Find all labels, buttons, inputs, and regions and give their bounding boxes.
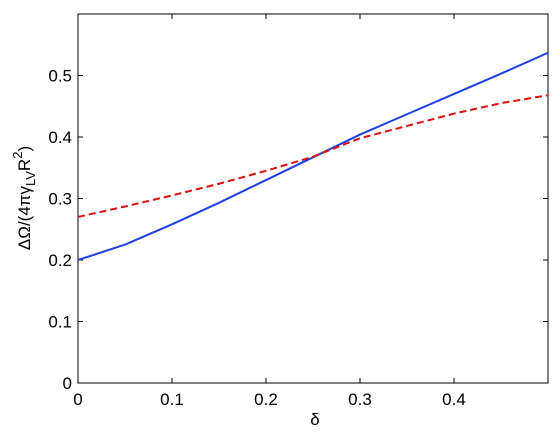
y-tick-label: 0.5 <box>48 67 72 86</box>
y-label-part: ΔΩ/(4πγ <box>15 186 34 251</box>
x-tick-label: 0 <box>73 390 82 409</box>
plot-frame <box>77 13 549 384</box>
y-tick-label: 0.3 <box>48 190 72 209</box>
x-axis-label: δ <box>310 410 319 429</box>
y-label-sup: 2 <box>10 152 25 159</box>
y-label-part: R <box>15 159 34 171</box>
x-tick-label: 0.3 <box>348 390 372 409</box>
x-tick-label: 0.4 <box>442 390 466 409</box>
y-tick-label: 0.2 <box>48 251 72 270</box>
x-tick-label: 0.1 <box>160 390 184 409</box>
y-label-part: ) <box>15 146 34 152</box>
y-tick-label: 0.4 <box>48 128 72 147</box>
y-axis-label: ΔΩ/(4πγLVR2) <box>10 146 38 250</box>
series-line <box>77 94 549 218</box>
y-tick-label: 0.1 <box>48 313 72 332</box>
y-label-sub: LV <box>23 171 38 186</box>
x-tick-label: 0.2 <box>254 390 278 409</box>
y-tick-label: 0 <box>63 374 72 393</box>
